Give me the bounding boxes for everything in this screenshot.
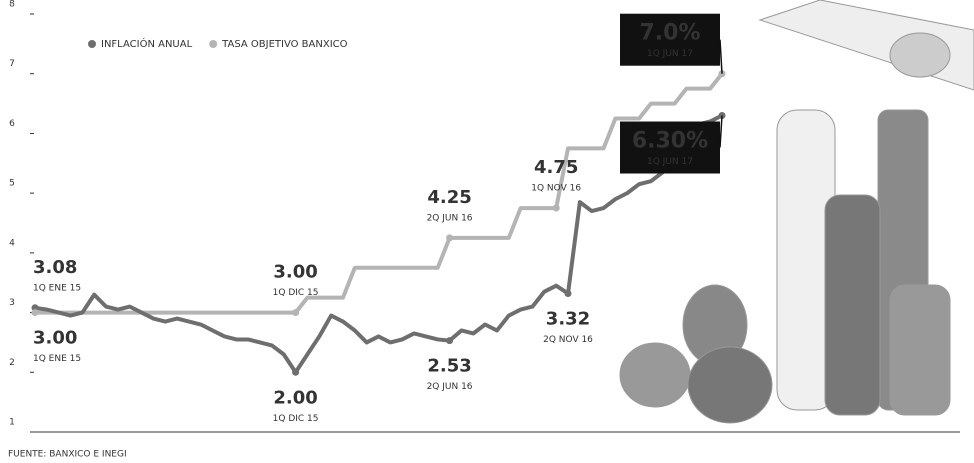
legend-marker xyxy=(209,40,218,48)
series-line xyxy=(35,72,724,315)
y-tick-label: 3 xyxy=(9,298,15,308)
period-label: 1Q DIC 15 xyxy=(273,414,319,424)
leader xyxy=(719,39,723,74)
point xyxy=(564,289,572,297)
period-label: 2Q NOV 16 xyxy=(543,335,593,345)
series-line xyxy=(34,113,723,375)
point xyxy=(446,234,454,242)
y-tick-label: 4 xyxy=(9,238,15,248)
period-label: 1Q ENE 15 xyxy=(33,283,81,293)
value-label: 7.0% xyxy=(639,21,700,46)
value-label: 4.75 xyxy=(534,157,578,178)
value-label: 6.30% xyxy=(632,129,708,154)
point xyxy=(446,337,454,345)
y-tick-label: 7 xyxy=(9,59,15,69)
point xyxy=(292,309,300,317)
leader xyxy=(719,115,723,148)
y-tick-label: 5 xyxy=(9,179,15,189)
point xyxy=(31,309,39,317)
y-tick-label: 6 xyxy=(9,119,15,129)
label-box xyxy=(620,121,720,174)
point xyxy=(552,204,560,212)
value-label: 4.25 xyxy=(427,187,471,208)
point xyxy=(292,368,300,376)
period-label: 2Q JUN 16 xyxy=(427,382,473,392)
y-tick-label: 2 xyxy=(9,358,15,368)
period-label: 2Q JUN 16 xyxy=(427,213,473,223)
value-label: 3.00 xyxy=(33,328,77,349)
illustration xyxy=(619,0,974,424)
legend-marker xyxy=(88,40,96,48)
period-label: 1Q ENE 15 xyxy=(33,354,81,364)
value-label: 2.00 xyxy=(273,387,317,408)
value-label: 3.32 xyxy=(546,308,590,329)
legend-label: TASA OBJETIVO BANXICO xyxy=(221,39,347,50)
value-label: 3.00 xyxy=(273,262,317,283)
period-label: 1Q NOV 16 xyxy=(531,184,581,194)
legend-label: INFLACIÓN ANUAL xyxy=(101,37,193,50)
y-tick-label: 8 xyxy=(9,0,15,10)
value-label: 3.08 xyxy=(33,257,77,278)
y-tick-label: 1 xyxy=(9,418,15,428)
label-box xyxy=(620,13,720,66)
source: FUENTE: BANXICO E INEGI xyxy=(8,450,127,460)
period-label: 1Q JUN 17 xyxy=(647,157,693,167)
period-label: 1Q DIC 15 xyxy=(273,288,319,298)
value-label: 2.53 xyxy=(427,356,471,377)
period-label: 1Q JUN 17 xyxy=(647,49,693,59)
